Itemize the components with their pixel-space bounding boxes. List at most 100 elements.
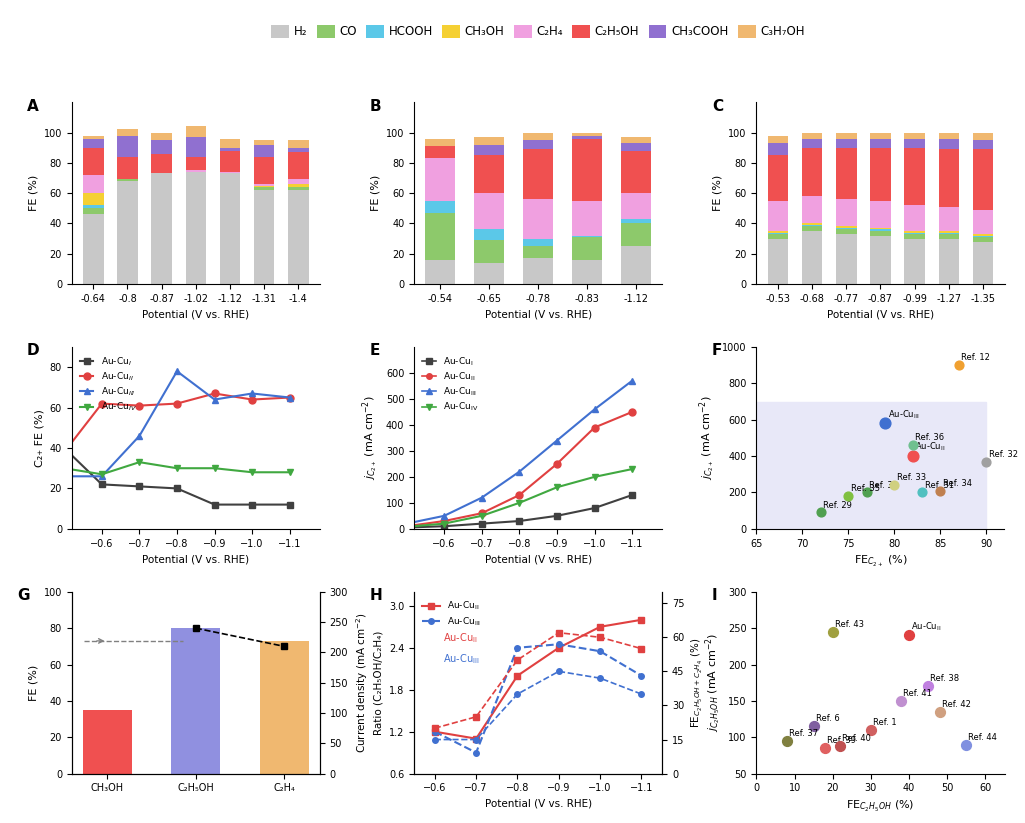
Text: Ref. 12: Ref. 12	[961, 353, 990, 362]
Au-Cu$_{IV}$	[401, 522, 413, 532]
Line: Au-Cu$_{III}$: Au-Cu$_{III}$	[403, 377, 636, 527]
Bar	[572, 237, 602, 260]
Point	[886, 479, 902, 492]
Bar	[836, 133, 857, 138]
Bar	[572, 260, 602, 284]
Text: Ref. 38: Ref. 38	[930, 674, 959, 683]
Bar	[219, 174, 240, 284]
Point	[859, 486, 875, 499]
Au-Cu$_{IV}$	[476, 511, 488, 521]
Bar	[768, 156, 788, 201]
Bar	[219, 151, 240, 172]
Bar	[524, 239, 552, 246]
Y-axis label: Ratio (C₂H₅OH/C₂H₄): Ratio (C₂H₅OH/C₂H₄)	[373, 630, 383, 735]
Text: Ref. 35: Ref. 35	[851, 485, 880, 493]
Bar	[254, 140, 275, 145]
Au-Cu$_{I}$	[476, 518, 488, 528]
Bar	[836, 226, 857, 228]
Bar	[83, 138, 104, 147]
Bar	[768, 231, 788, 233]
Bar	[425, 201, 455, 213]
Y-axis label: FE (%): FE (%)	[28, 665, 38, 701]
Au-Cu$_{IV}$	[626, 464, 639, 474]
X-axis label: Potential (V vs. RHE): Potential (V vs. RHE)	[827, 309, 934, 319]
Au-Cu$_\mathrm{II}$	[469, 734, 482, 744]
Text: G: G	[17, 588, 30, 603]
Bar	[836, 230, 857, 234]
Bar	[939, 133, 959, 138]
Au-Cu$_{I}$	[588, 503, 601, 513]
Bar	[802, 133, 822, 138]
Bar	[425, 146, 455, 158]
Au-Cu$_{II}$	[476, 509, 488, 518]
Bar	[802, 196, 822, 223]
Bar	[939, 239, 959, 284]
Y-axis label: $j_{C_2H_5OH}$ (mA cm$^{-2}$): $j_{C_2H_5OH}$ (mA cm$^{-2}$)	[703, 633, 723, 732]
Au-Cu$_{II}$	[133, 401, 146, 411]
Line: Au-Cu$_{I}$: Au-Cu$_{I}$	[403, 491, 636, 531]
Au-Cu$_{I}$	[58, 443, 71, 453]
Point	[863, 723, 879, 737]
Bar	[288, 190, 309, 284]
Bar	[836, 228, 857, 230]
Line: Au-Cu$_\mathrm{II}$: Au-Cu$_\mathrm{II}$	[432, 617, 645, 742]
Text: Ref. 32: Ref. 32	[989, 450, 1018, 459]
Text: H: H	[369, 588, 382, 603]
Point	[932, 705, 948, 718]
Bar	[83, 208, 104, 214]
Au-Cu$_{II}$	[550, 459, 563, 469]
Y-axis label: FE (%): FE (%)	[712, 175, 723, 212]
X-axis label: Potential (V vs. RHE): Potential (V vs. RHE)	[485, 799, 591, 809]
Bar	[973, 234, 993, 235]
Au-Cu$_{IV}$	[208, 463, 220, 473]
Bar	[186, 137, 206, 156]
Bar	[524, 133, 552, 140]
Au-Cu$_{IV}$	[588, 472, 601, 481]
Bar	[425, 213, 455, 260]
Point	[806, 720, 822, 733]
Bar	[939, 233, 959, 234]
Point	[920, 680, 937, 693]
Au-Cu$_{III}$	[514, 467, 526, 477]
Au-Cu$_{I}$	[514, 516, 526, 526]
Au-Cu$_\mathrm{III}$	[469, 748, 482, 758]
X-axis label: Potential (V vs. RHE): Potential (V vs. RHE)	[142, 554, 249, 564]
Point	[904, 449, 920, 463]
X-axis label: Potential (V vs. RHE): Potential (V vs. RHE)	[485, 309, 591, 319]
Au-Cu$_\mathrm{III}$	[594, 646, 607, 656]
Point	[904, 439, 920, 452]
Bar	[524, 149, 552, 199]
Au-Cu$_{III}$	[95, 472, 108, 481]
Au-Cu$_\mathrm{III}$	[511, 643, 524, 653]
Bar	[572, 133, 602, 136]
Au-Cu$_{III}$	[626, 376, 639, 386]
Bar	[836, 199, 857, 226]
Bar	[621, 246, 651, 284]
Bar	[802, 226, 822, 231]
Line: Au-Cu$_{II}$: Au-Cu$_{II}$	[403, 408, 636, 530]
Point	[893, 695, 909, 708]
Bar	[870, 133, 891, 138]
Au-Cu$_{I}$	[171, 483, 183, 493]
Bar	[425, 260, 455, 284]
Point	[813, 506, 829, 519]
Bar	[83, 136, 104, 138]
Au-Cu$_{I}$	[95, 480, 108, 490]
Line: Au-Cu$_{I}$: Au-Cu$_{I}$	[60, 444, 293, 508]
Bar	[973, 149, 993, 210]
Text: E: E	[369, 343, 380, 358]
Line: Au-Cu$_{IV}$: Au-Cu$_{IV}$	[60, 458, 293, 478]
Bar	[186, 172, 206, 284]
Au-Cu$_\mathrm{II}$	[636, 615, 648, 625]
Bar	[768, 233, 788, 234]
Bar	[621, 219, 651, 223]
Point	[913, 486, 930, 499]
Bar	[186, 127, 206, 137]
Bar	[904, 205, 925, 231]
Bar	[254, 145, 275, 156]
Text: Au-Cu$_\mathrm{II}$: Au-Cu$_\mathrm{II}$	[443, 630, 478, 644]
Bar	[904, 234, 925, 239]
Au-Cu$_\mathrm{III}$	[428, 727, 441, 737]
Bar	[870, 138, 891, 147]
Bar	[117, 136, 137, 156]
